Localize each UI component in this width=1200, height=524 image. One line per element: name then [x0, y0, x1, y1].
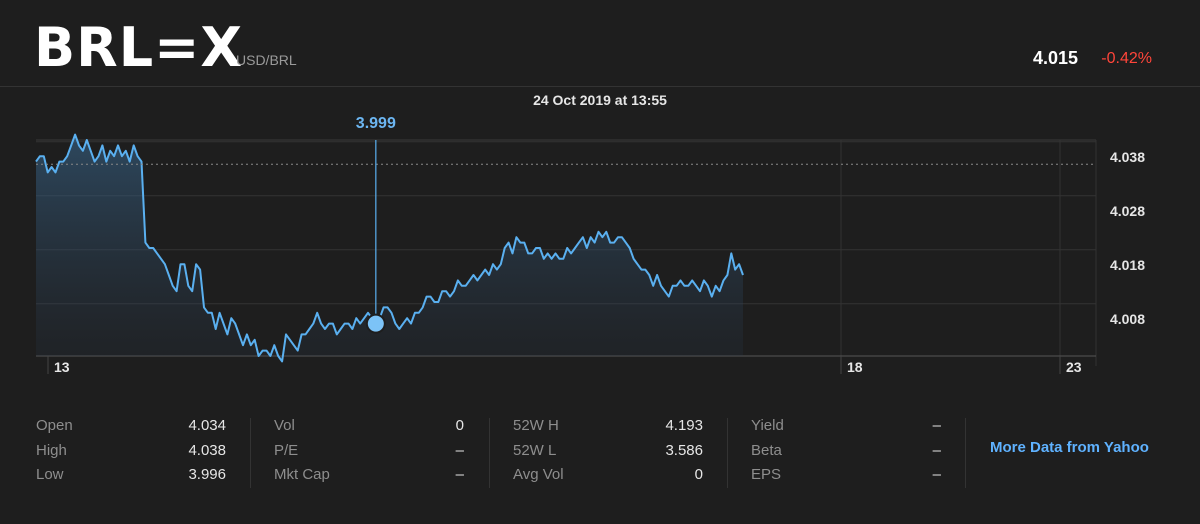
- stat-value: 0: [455, 417, 464, 434]
- stat-label: Beta: [751, 441, 782, 459]
- stat-label: Open: [36, 417, 73, 434]
- stat-row: High 4.038: [36, 439, 226, 463]
- stat-row: 52W L 3.586: [513, 439, 703, 463]
- stat-value: –: [932, 441, 941, 459]
- stat-value: –: [455, 441, 464, 459]
- column-separator: [250, 418, 251, 488]
- y-tick-label: 4.028: [1110, 203, 1145, 219]
- x-tick-label: 18: [847, 359, 863, 375]
- cursor-point: [365, 313, 386, 334]
- stat-label: High: [36, 441, 67, 459]
- stat-row: P/E –: [274, 439, 464, 463]
- stat-row: Beta –: [751, 439, 941, 463]
- stat-value: 3.996: [188, 466, 226, 483]
- ticker-symbol: BRL=X: [34, 16, 244, 79]
- stat-row: Avg Vol 0: [513, 463, 703, 487]
- stat-label: Yield: [751, 417, 784, 434]
- currency-pair: USD/BRL: [236, 52, 297, 68]
- stat-value: 4.193: [665, 417, 703, 434]
- series-line: [35, 133, 744, 363]
- stat-label: EPS: [751, 466, 782, 483]
- stat-row: EPS –: [751, 463, 941, 487]
- stat-label: Mkt Cap: [274, 466, 330, 483]
- more-data-link[interactable]: More Data from Yahoo: [990, 439, 1149, 456]
- stat-row: Mkt Cap –: [274, 463, 464, 487]
- stat-label: Low: [36, 466, 64, 483]
- stat-value: 3.586: [665, 441, 703, 459]
- stat-row: Open 4.034: [36, 414, 226, 438]
- x-tick-label: 23: [1066, 359, 1082, 375]
- stat-row: Vol 0: [274, 414, 464, 438]
- stat-value: 4.038: [188, 441, 226, 459]
- stat-label: Avg Vol: [513, 466, 564, 483]
- stat-value: –: [455, 466, 464, 483]
- y-tick-label: 4.018: [1110, 257, 1145, 273]
- stat-value: 0: [694, 466, 703, 483]
- current-price: 4.015: [1032, 48, 1078, 68]
- header-divider: [0, 86, 1200, 87]
- stat-row: 52W H 4.193: [513, 414, 703, 438]
- price-change: -0.42%: [1101, 50, 1152, 67]
- stat-row: Low 3.996: [36, 463, 226, 487]
- y-tick-label: 4.008: [1110, 311, 1145, 327]
- stat-label: Vol: [274, 417, 295, 434]
- stat-row: Yield –: [751, 414, 941, 438]
- series-area: [36, 134, 743, 362]
- stat-value: 4.034: [188, 417, 226, 434]
- stat-label: 52W H: [513, 417, 559, 434]
- column-separator: [489, 418, 490, 488]
- column-separator: [965, 418, 966, 488]
- column-separator: [727, 418, 728, 488]
- stat-label: P/E: [274, 441, 299, 459]
- x-tick-label: 13: [54, 359, 70, 375]
- y-tick-label: 4.038: [1110, 149, 1145, 165]
- tooltip-timestamp: 24 Oct 2019 at 13:55: [533, 92, 667, 108]
- price-chart[interactable]: 4.038 4.028 4.018 4.008 13 18 23 3.999: [0, 110, 1200, 385]
- stat-value: –: [932, 417, 941, 434]
- stat-value: –: [932, 466, 941, 483]
- stat-label: 52W L: [513, 441, 557, 459]
- cursor-value-label: 3.999: [356, 115, 396, 132]
